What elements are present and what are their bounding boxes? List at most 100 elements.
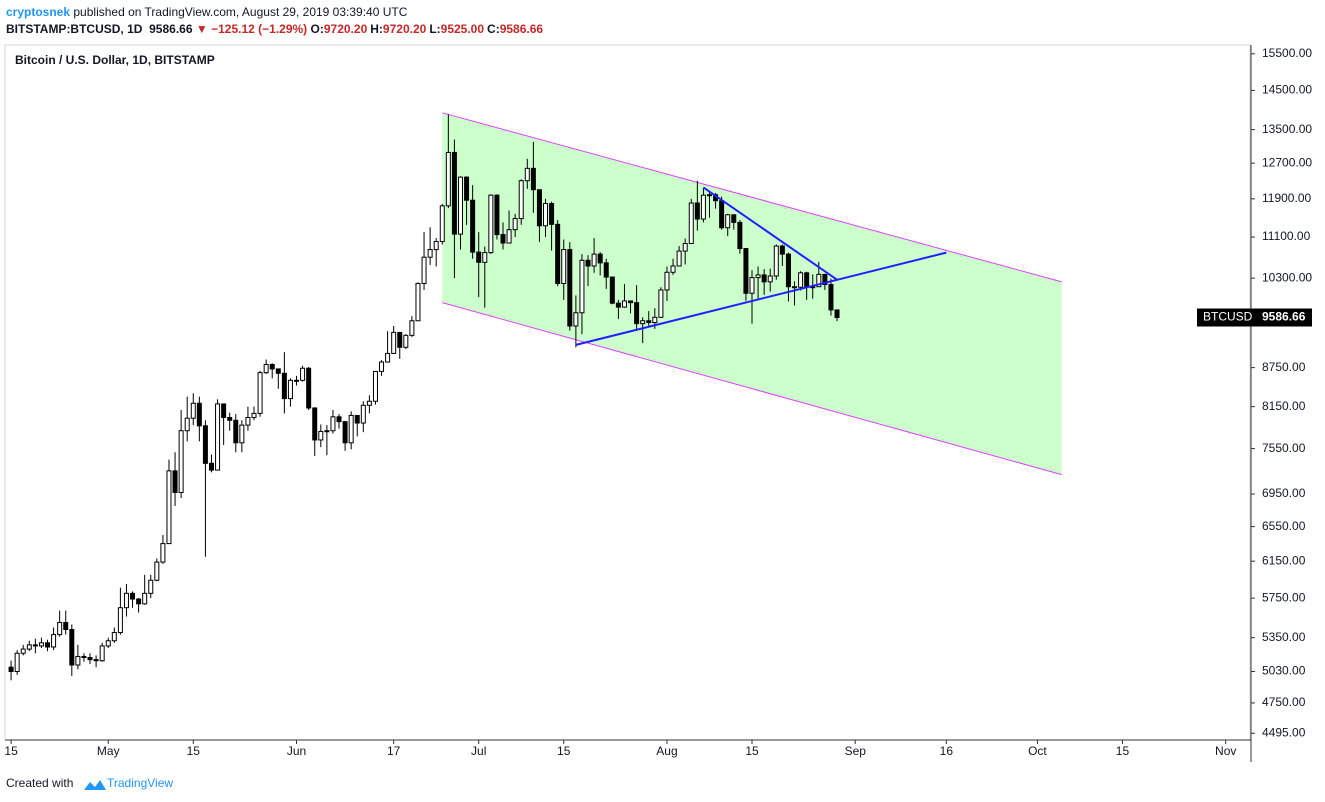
candle-body bbox=[239, 424, 245, 444]
x-tick-label: Nov bbox=[1215, 744, 1236, 758]
candle-body bbox=[427, 249, 433, 258]
candle-body bbox=[761, 274, 767, 283]
channel-line bbox=[442, 302, 1062, 476]
candle-body bbox=[136, 598, 142, 605]
candle-body bbox=[609, 276, 615, 304]
candle-body bbox=[646, 320, 652, 323]
candle-body bbox=[379, 361, 385, 372]
candle-body bbox=[549, 202, 555, 225]
candle-body bbox=[366, 400, 372, 406]
footer-created: Created with bbox=[6, 776, 73, 790]
ohlc-key: H: bbox=[370, 22, 383, 36]
symbol: BITSTAMP:BTCUSD, 1D bbox=[6, 22, 143, 36]
candle-body bbox=[706, 194, 712, 197]
arrow: ▼ bbox=[195, 22, 208, 36]
candle-body bbox=[621, 300, 627, 308]
price-label-symbol: BTCUSD bbox=[1203, 310, 1253, 324]
candle-body bbox=[543, 202, 549, 227]
candle-body bbox=[342, 421, 348, 444]
candle-body bbox=[688, 202, 694, 245]
y-tick-label: 5350.00 bbox=[1262, 630, 1306, 644]
x-tick-label: 17 bbox=[387, 744, 401, 758]
candle-body bbox=[81, 655, 87, 659]
candle-body bbox=[75, 655, 81, 666]
candle-body bbox=[445, 151, 451, 207]
publish-line: cryptosnek published on TradingView.com,… bbox=[6, 4, 546, 21]
candle-body bbox=[628, 300, 634, 304]
candle-body bbox=[281, 372, 287, 400]
candle-body bbox=[45, 642, 51, 648]
y-tick-label: 15500.00 bbox=[1262, 46, 1312, 60]
candle-body bbox=[658, 289, 664, 318]
candle-body bbox=[160, 543, 166, 563]
last: 9586.66 bbox=[149, 22, 193, 36]
candle-body bbox=[123, 592, 129, 609]
candle-body bbox=[318, 430, 324, 441]
candle-body bbox=[99, 645, 105, 662]
ohlc-key: L: bbox=[429, 22, 441, 36]
quote-line: BITSTAMP:BTCUSD, 1D 9586.66 ▼ −125.12 (−… bbox=[6, 21, 546, 38]
plot-frame bbox=[4, 44, 1251, 741]
ohlc-value: 9525.00 bbox=[440, 22, 485, 36]
candle-body bbox=[306, 367, 312, 409]
candle-body bbox=[518, 180, 524, 220]
price-label-value: 9586.66 bbox=[1262, 310, 1306, 324]
ohlc: O:9720.20 H:9720.20 L:9525.00 C:9586.66 bbox=[311, 22, 547, 36]
candle-body bbox=[269, 364, 275, 370]
candle-body bbox=[597, 253, 603, 264]
candle-body bbox=[676, 250, 682, 267]
x-tick-label: 15 bbox=[187, 744, 201, 758]
candle-body bbox=[834, 309, 840, 319]
candle-body bbox=[555, 223, 561, 284]
y-tick-label: 4495.00 bbox=[1262, 725, 1306, 739]
candle-body bbox=[227, 417, 233, 421]
candle-body bbox=[530, 167, 536, 191]
header: cryptosnek published on TradingView.com,… bbox=[6, 4, 546, 38]
candle-body bbox=[312, 407, 318, 441]
candle-body bbox=[409, 320, 415, 336]
candle-body bbox=[263, 364, 269, 374]
candle-body bbox=[8, 666, 14, 673]
candle-body bbox=[69, 629, 75, 666]
y-tick-label: 8750.00 bbox=[1262, 360, 1306, 374]
y-tick-label: 5030.00 bbox=[1262, 664, 1306, 678]
y-tick-label: 8150.00 bbox=[1262, 399, 1306, 413]
candle-body bbox=[26, 644, 32, 650]
author[interactable]: cryptosnek bbox=[6, 5, 71, 19]
plot bbox=[8, 112, 1062, 681]
candle-body bbox=[233, 419, 239, 444]
ohlc-key: O: bbox=[310, 22, 324, 36]
trend-line bbox=[575, 251, 947, 346]
y-tick-label: 13500.00 bbox=[1262, 122, 1312, 136]
x-tick-label: Aug bbox=[656, 744, 677, 758]
y-tick-label: 14500.00 bbox=[1262, 83, 1312, 97]
candle-body bbox=[385, 352, 391, 363]
candle-body bbox=[111, 632, 117, 642]
footer-brand[interactable]: TradingView bbox=[107, 776, 173, 790]
candle-body bbox=[336, 416, 342, 423]
candle-body bbox=[184, 417, 190, 432]
candle-body bbox=[470, 199, 476, 253]
candle-body bbox=[536, 189, 542, 227]
y-tick-label: 7550.00 bbox=[1262, 441, 1306, 455]
price-label-box bbox=[1197, 308, 1312, 327]
candle-body bbox=[779, 245, 785, 255]
trend-line bbox=[702, 186, 838, 281]
y-tick-label: 11100.00 bbox=[1262, 229, 1311, 243]
candle-body bbox=[93, 659, 99, 662]
candle-body bbox=[700, 194, 706, 220]
candle-body bbox=[439, 205, 445, 243]
candle-body bbox=[324, 430, 330, 433]
ohlc-key: C: bbox=[487, 22, 500, 36]
candle-body bbox=[457, 176, 463, 235]
ohlc-value: 9720.20 bbox=[382, 22, 427, 36]
y-tick-label: 4750.00 bbox=[1262, 695, 1306, 709]
candle-body bbox=[221, 403, 227, 419]
candle-body bbox=[664, 271, 670, 291]
candle-body bbox=[773, 245, 779, 277]
candle-body bbox=[354, 414, 360, 424]
candle-body bbox=[524, 167, 530, 182]
candle-body bbox=[464, 176, 470, 201]
candle-body bbox=[804, 272, 810, 288]
